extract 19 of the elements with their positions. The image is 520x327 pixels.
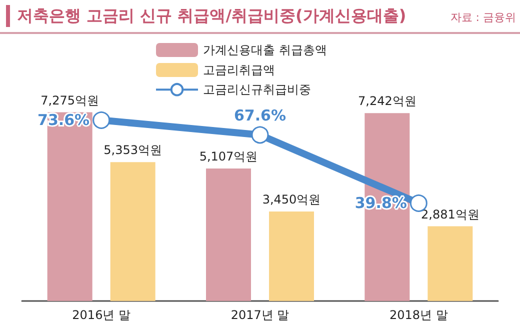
x-tick-label: 2016년 말 — [72, 308, 131, 322]
legend-label: 가계신용대출 취급총액 — [203, 43, 327, 57]
legend-label: 고금리신규취급비중 — [203, 82, 311, 97]
bar — [110, 162, 156, 301]
data-label: 5,107억원 — [199, 150, 258, 164]
bar — [206, 168, 251, 301]
legend-label: 고금리취급액 — [203, 63, 275, 77]
text: 자료 : 금융위 — [450, 10, 516, 25]
data-label: 3,450억원 — [262, 192, 321, 207]
data-label: 7,275억원 — [40, 93, 100, 108]
data-label: 5,353억원 — [104, 143, 162, 158]
data-label: 2,881억원 — [420, 207, 480, 222]
bar — [428, 226, 473, 301]
x-tick-label: 2018년 말 — [389, 308, 448, 322]
bar — [269, 212, 314, 301]
chart-title: 저축은행 고금리 신규 취급액/취급비중(가계신용대출) — [6, 5, 406, 27]
data-label: 67.6% — [234, 106, 286, 125]
data-label: 7,242억원 — [358, 94, 416, 108]
x-tick-label: 2017년 말 — [230, 308, 290, 322]
